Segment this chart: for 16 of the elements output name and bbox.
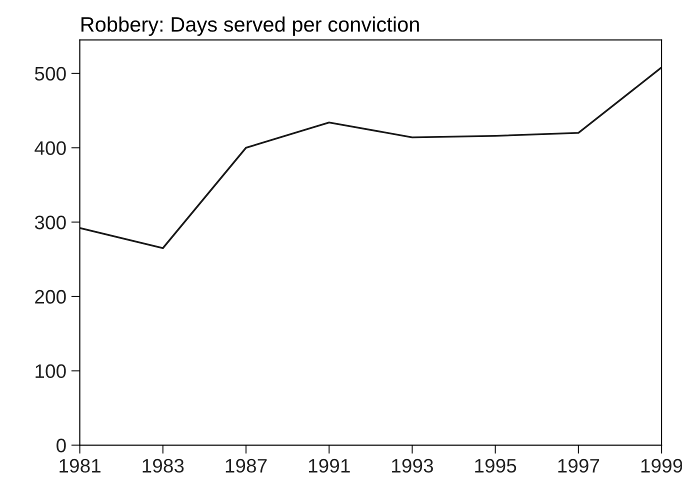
line-series (80, 66, 662, 250)
x-tick-label: 1993 (392, 458, 433, 473)
x-tick-label: 1999 (641, 458, 682, 473)
x-tick-label: 1997 (558, 458, 600, 473)
y-tick-label: 200 (35, 290, 66, 304)
y-tick-label: 300 (34, 216, 66, 230)
x-tick-label: 1981 (60, 458, 100, 473)
x-tick-label: 1995 (475, 458, 516, 473)
y-tick-label: 0 (56, 438, 66, 452)
x-tick-label: 1991 (308, 458, 350, 473)
y-tick-label: 400 (34, 141, 66, 155)
chart-title: Robbery: Days served per conviction (82, 16, 419, 36)
x-tick-label: 1983 (142, 458, 184, 473)
y-tick-label: 100 (36, 364, 66, 378)
x-tick-label: 1987 (226, 458, 267, 473)
y-tick-label: 500 (34, 66, 66, 81)
